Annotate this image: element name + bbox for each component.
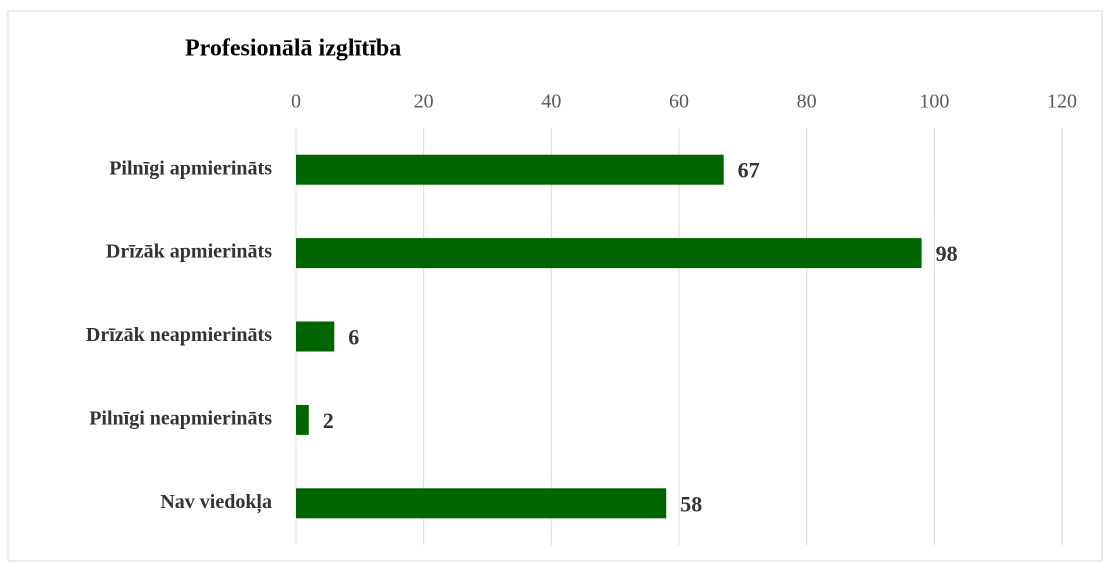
data-label: 2 [323,408,334,433]
bar [296,488,667,519]
data-label: 98 [936,241,958,266]
x-tick-label: 60 [669,91,689,113]
data-label: 67 [738,158,760,183]
chart-title: Profesionālā izglītība [185,36,401,62]
bar [296,321,335,352]
x-tick-label: 0 [291,91,301,113]
bar [296,404,309,435]
x-tick-label: 80 [797,91,817,113]
y-tick-label: Pilnīgi neapmierināts [89,407,272,429]
bar [296,238,922,269]
x-tick-label: 20 [414,91,434,113]
data-label: 58 [680,491,702,516]
y-tick-label: Nav viedokļa [160,491,272,514]
x-tick-label: 40 [541,91,561,113]
y-tick-label: Drīzāk neapmierināts [86,324,272,346]
y-tick-label: Pilnīgi apmierināts [109,157,272,179]
chart-frame [7,10,1103,562]
bar [296,154,724,185]
y-tick-label: Drīzāk apmierināts [106,241,272,263]
x-tick-label: 100 [919,91,949,113]
data-label: 6 [348,325,359,350]
x-tick-label: 120 [1047,91,1077,113]
